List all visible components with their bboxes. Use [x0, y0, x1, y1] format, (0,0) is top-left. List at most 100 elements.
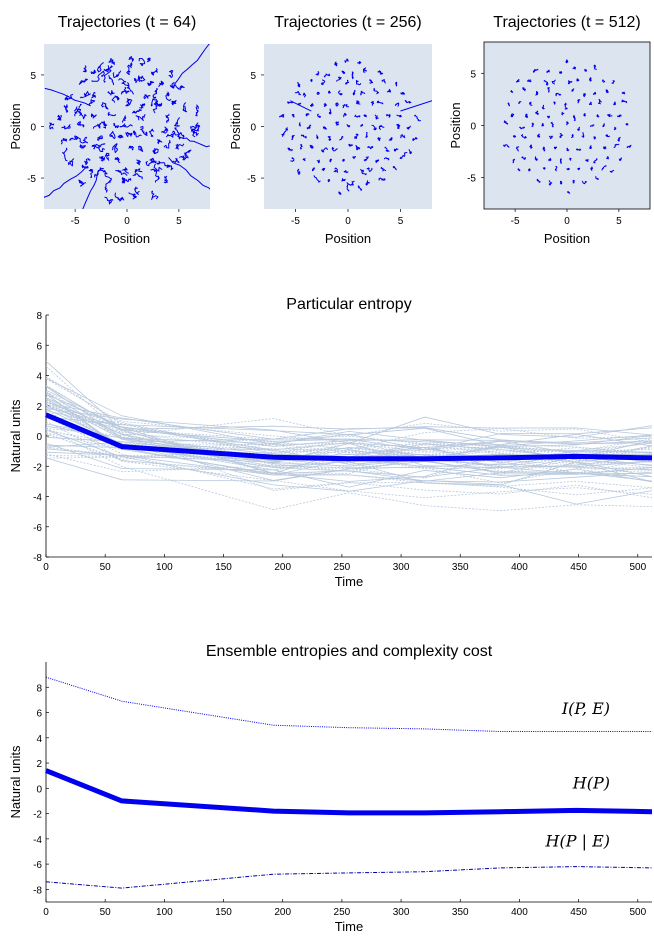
- particle-trajectory: [519, 126, 526, 130]
- escaping-trajectory: [173, 44, 210, 86]
- particle-trajectory: [576, 126, 580, 131]
- particle-trajectory: [352, 156, 356, 160]
- particle-trajectory: [328, 108, 332, 115]
- y-tick-label: 6: [36, 709, 42, 720]
- particle-trajectory: [298, 122, 301, 127]
- particle-trajectory: [546, 115, 551, 119]
- particle-trajectory: [521, 156, 526, 160]
- particle-trajectory: [163, 139, 171, 149]
- escaping-trajectory: [168, 157, 210, 190]
- particle-trajectory: [572, 114, 576, 122]
- y-tick-label: 4: [36, 734, 42, 745]
- trace-line: [46, 402, 652, 445]
- y-tick-label: 5: [250, 71, 256, 82]
- particle-trajectory: [191, 122, 201, 132]
- particle-trajectory: [512, 158, 516, 164]
- chart-title: Particular entropy: [286, 296, 411, 313]
- x-tick-label: 450: [570, 562, 587, 573]
- y-axis-label: Natural units: [8, 745, 23, 818]
- particle-trajectory: [311, 167, 315, 172]
- particle-trajectory: [548, 135, 553, 139]
- particle-trajectory: [79, 144, 87, 149]
- particle-trajectory: [134, 186, 140, 195]
- particle-trajectory: [593, 64, 598, 70]
- particle-trajectory: [339, 135, 344, 141]
- trace-line: [46, 385, 652, 451]
- particle-trajectory: [343, 112, 347, 118]
- particle-trajectory: [146, 57, 151, 63]
- x-tick-label: -5: [71, 216, 80, 227]
- particle-trajectory: [360, 90, 366, 96]
- particle-trajectory: [91, 91, 96, 99]
- particle-trajectory: [135, 114, 146, 121]
- particle-trajectory: [343, 170, 349, 174]
- particle-trajectory: [561, 111, 565, 116]
- trace-line: [46, 393, 652, 482]
- particle-trajectory: [287, 101, 294, 104]
- particle-trajectory: [541, 104, 545, 110]
- particle-trajectory: [161, 126, 169, 134]
- particle-trajectory: [291, 135, 295, 141]
- particle-trajectory: [377, 70, 384, 75]
- particle-trajectory: [395, 81, 398, 87]
- particle-trajectory: [86, 99, 96, 106]
- series-label: H(P): [572, 773, 610, 792]
- particle-trajectory: [534, 156, 538, 161]
- particle-trajectory: [348, 180, 355, 186]
- particle-trajectory: [150, 99, 159, 107]
- trace-line: [46, 366, 652, 496]
- particle-trajectory: [283, 127, 289, 133]
- particle-trajectory: [112, 70, 122, 78]
- particle-trajectory: [553, 101, 556, 105]
- particle-trajectory: [365, 180, 370, 186]
- particle-trajectory: [108, 58, 115, 65]
- x-tick-label: 50: [100, 907, 112, 918]
- particle-trajectory: [542, 167, 546, 170]
- particle-trajectory: [328, 90, 331, 94]
- particle-trajectory: [88, 168, 94, 178]
- particle-trajectory: [541, 123, 545, 127]
- particle-trajectory: [346, 182, 350, 192]
- x-tick-label: 5: [176, 216, 182, 227]
- particle-trajectory: [548, 180, 553, 186]
- particle-trajectory: [125, 98, 133, 107]
- particle-trajectory: [315, 71, 320, 76]
- particle-trajectory: [536, 178, 541, 183]
- particle-trajectory: [351, 71, 354, 80]
- particle-trajectory: [567, 80, 573, 85]
- x-tick-label: 400: [511, 907, 528, 918]
- particle-trajectory: [190, 125, 200, 132]
- particle-trajectory: [151, 67, 158, 76]
- particle-trajectory: [363, 67, 367, 73]
- particle-trajectory: [345, 79, 350, 85]
- particle-trajectory: [79, 91, 91, 99]
- particle-trajectory: [327, 178, 331, 183]
- trajectory-panel-t512: -5 0 5 5 0 -5 Trajectories (t = 512) Position Po…: [448, 14, 651, 246]
- particle-trajectory: [134, 168, 143, 173]
- x-tick-label: 300: [393, 562, 410, 573]
- particle-trajectory: [569, 157, 572, 161]
- particle-trajectory: [588, 101, 592, 106]
- particle-trajectory: [49, 122, 55, 130]
- x-tick-label: 150: [215, 907, 232, 918]
- particle-trajectory: [625, 123, 629, 126]
- particle-trajectory: [119, 123, 133, 128]
- x-tick-label: 0: [564, 216, 570, 227]
- particle-trajectory: [348, 143, 353, 147]
- particle-trajectory: [606, 156, 609, 160]
- particle-trajectory: [572, 66, 577, 70]
- particle-trajectory: [128, 192, 137, 200]
- particle-trajectory: [585, 159, 589, 162]
- particle-trajectory: [377, 137, 381, 142]
- particle-trajectory: [598, 98, 602, 105]
- particle-trajectory: [611, 79, 615, 84]
- particle-trajectory: [370, 101, 375, 106]
- particle-trajectory: [365, 131, 368, 139]
- particle-trajectory: [550, 121, 554, 128]
- particle-trajectory: [182, 102, 188, 113]
- x-tick-label: 0: [345, 216, 351, 227]
- particle-trajectory: [107, 111, 116, 117]
- particle-trajectory: [400, 134, 406, 139]
- particle-trajectory: [114, 157, 121, 164]
- trace-line: [46, 392, 652, 476]
